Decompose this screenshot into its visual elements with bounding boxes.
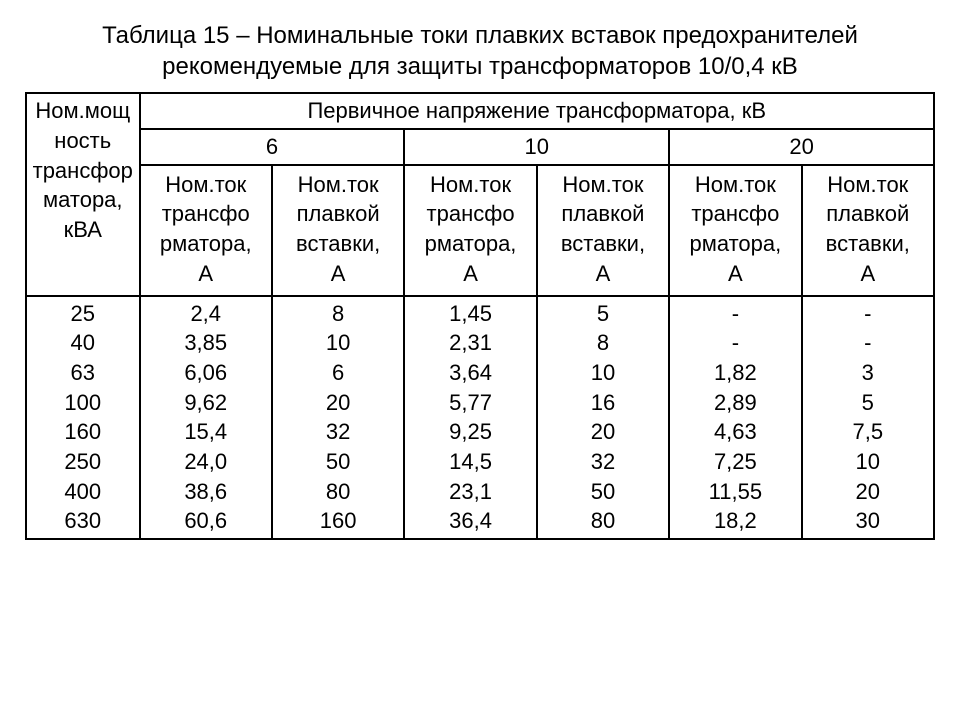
title-line-2: рекомендуемые для защиты трансформаторов… [162,53,798,80]
header-row-1: Ном.мощ ность трансфор матора, кВА Перви… [26,93,934,129]
header-row-2: 6 10 20 [26,129,934,165]
header-row-3: Ном.ток трансфо рматора, А Ном.ток плавк… [26,165,934,296]
data-col-fuse-6: 8 10 6 20 32 50 80 160 [272,296,404,540]
subhead-fuse-6: Ном.ток плавкой вставки, А [272,165,404,296]
subhead-transformer-10: Ном.ток трансфо рматора, А [404,165,536,296]
page-container: Таблица 15 – Номинальные токи плавких вс… [0,0,960,720]
subhead-transformer-20: Ном.ток трансфо рматора, А [669,165,801,296]
subhead-transformer-6: Ном.ток трансфо рматора, А [140,165,272,296]
col-header-power: Ном.мощ ность трансфор матора, кВА [26,93,140,295]
title-line-1: Таблица 15 – Номинальные токи плавких вс… [102,22,858,49]
voltage-level-6: 6 [140,129,405,165]
data-col-transformer-20: - - 1,82 2,89 4,63 7,25 11,55 18,2 [669,296,801,540]
data-col-transformer-6: 2,4 3,85 6,06 9,62 15,4 24,0 38,6 60,6 [140,296,272,540]
data-col-fuse-10: 5 8 10 16 20 32 50 80 [537,296,669,540]
subhead-fuse-10: Ном.ток плавкой вставки, А [537,165,669,296]
table-title: Таблица 15 – Номинальные токи плавких вс… [25,20,935,82]
data-col-fuse-20: - - 3 5 7,5 10 20 30 [802,296,934,540]
col-header-voltage-group: Первичное напряжение трансформатора, кВ [140,93,934,129]
data-row: 25 40 63 100 160 250 400 630 2,4 3,85 6,… [26,296,934,540]
data-col-transformer-10: 1,45 2,31 3,64 5,77 9,25 14,5 23,1 36,4 [404,296,536,540]
data-col-power: 25 40 63 100 160 250 400 630 [26,296,140,540]
voltage-level-10: 10 [404,129,669,165]
fuse-ratings-table: Ном.мощ ность трансфор матора, кВА Перви… [25,92,935,540]
voltage-level-20: 20 [669,129,934,165]
subhead-fuse-20: Ном.ток плавкой вставки, А [802,165,934,296]
